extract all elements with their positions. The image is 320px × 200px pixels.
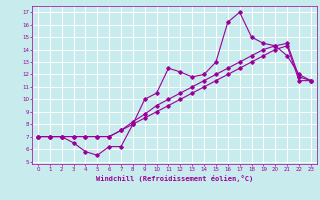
X-axis label: Windchill (Refroidissement éolien,°C): Windchill (Refroidissement éolien,°C) bbox=[96, 175, 253, 182]
